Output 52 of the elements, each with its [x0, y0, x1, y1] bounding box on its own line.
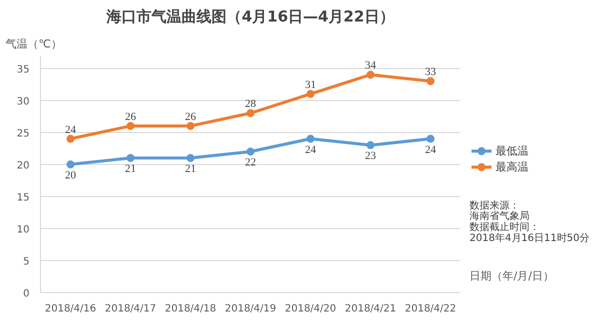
y-axis-title: 气温（℃） — [6, 38, 62, 50]
x-tick-label: 2018/4/20 — [284, 304, 336, 314]
point — [186, 122, 194, 130]
data-label: 24 — [425, 144, 436, 156]
data-label: 34 — [365, 60, 376, 72]
data-label: 22 — [245, 156, 256, 169]
y-tick-label: 20 — [16, 160, 30, 172]
point — [126, 154, 134, 162]
point — [306, 90, 314, 98]
point — [366, 70, 374, 79]
legend-label: 最高温 — [496, 160, 528, 174]
y-tick-label: 10 — [16, 224, 30, 236]
x-tick-label: 2018/4/19 — [224, 304, 276, 314]
point — [426, 77, 434, 86]
point — [366, 141, 374, 150]
x-tick-label: 2018/4/17 — [104, 304, 156, 314]
y-tick-label: 25 — [16, 128, 30, 140]
x-tick-label: 2018/4/22 — [404, 304, 456, 314]
legend-label: 最低温 — [496, 144, 528, 158]
data-label: 21 — [185, 162, 196, 175]
point — [66, 134, 74, 143]
text: 数据截止时间： — [470, 221, 540, 234]
y-tick-label: 5 — [23, 256, 30, 268]
point — [186, 154, 194, 162]
y-tick-label: 15 — [16, 192, 30, 204]
data-label: 26 — [125, 110, 136, 123]
text: 海南省气象局 — [470, 210, 530, 222]
data-label: 28 — [245, 98, 256, 110]
data-label: 26 — [185, 110, 196, 123]
point — [246, 148, 254, 156]
data-label: 23 — [365, 150, 376, 162]
x-tick-label: 2018/4/16 — [44, 304, 96, 314]
point — [66, 160, 74, 168]
data-label: 21 — [125, 162, 136, 175]
data-label: 24 — [65, 124, 76, 136]
y-tick-label: 35 — [16, 64, 30, 76]
x-tick-label: 2018/4/21 — [344, 304, 396, 314]
point — [246, 109, 254, 118]
data-label: 24 — [305, 144, 316, 156]
point — [426, 134, 434, 143]
y-tick-label: 30 — [16, 96, 30, 108]
data-label: 33 — [425, 66, 436, 78]
source-note: 数据来源： — [470, 199, 520, 212]
x-tick-label: 2018/4/18 — [164, 304, 216, 314]
y-tick-label: 0 — [23, 288, 30, 300]
point — [126, 122, 134, 130]
chart-title: 海口市气温曲线图（4月16日—4月22日） — [106, 8, 394, 26]
data-label: 31 — [305, 78, 316, 91]
text: 2018年4月16日11时50分 — [470, 232, 590, 244]
data-label: 20 — [65, 169, 76, 182]
point — [306, 134, 314, 143]
x-axis-title: 日期（年/月/日） — [470, 269, 554, 282]
